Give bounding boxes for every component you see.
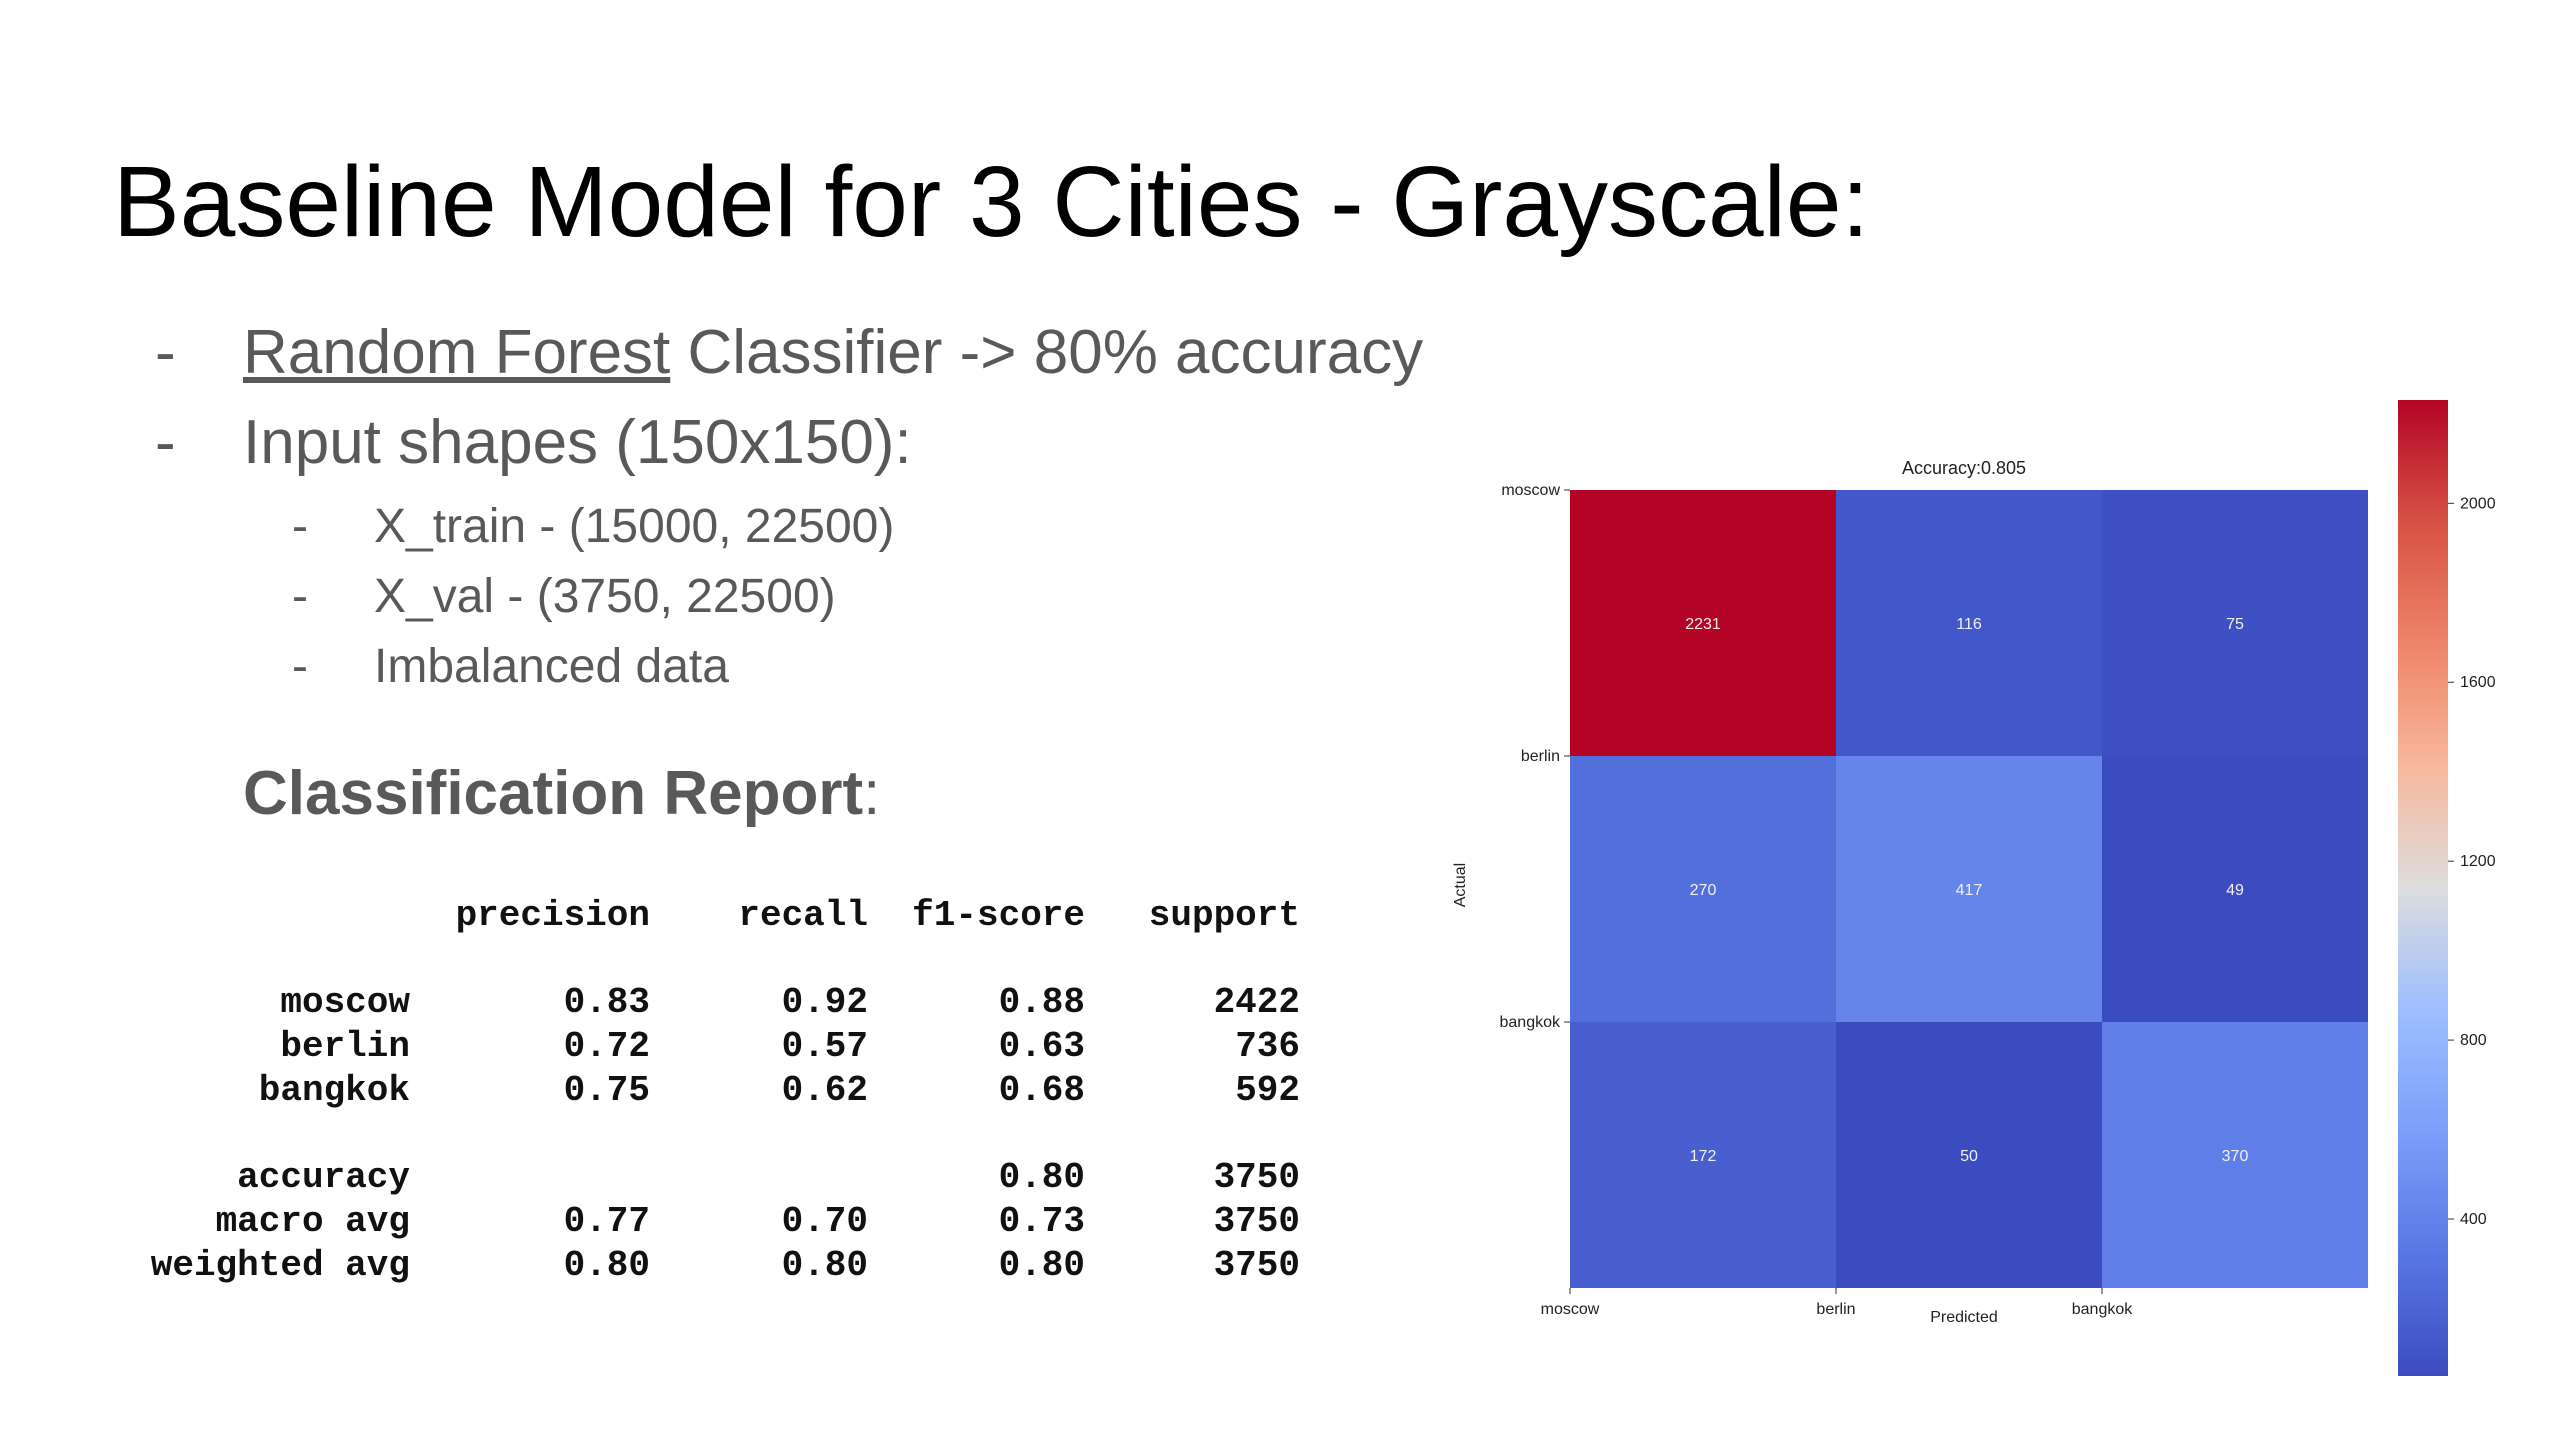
report-cell: 592 xyxy=(1235,1070,1300,1111)
heatmap-cell xyxy=(2102,490,2368,756)
heatmap-cell xyxy=(1570,756,1836,1022)
heatmap-cell xyxy=(1836,490,2102,756)
heatmap-cells: 2231 116 75 270 417 49 172 50 370 xyxy=(1570,490,2368,1288)
heatmap-cell-label: 50 xyxy=(1960,1148,1978,1165)
report-heading-colon: : xyxy=(863,759,881,828)
report-cell: 0.80 xyxy=(781,1245,868,1286)
report-row-label: accuracy xyxy=(237,1157,410,1198)
report-cell: 0.57 xyxy=(781,1026,868,1067)
bullet-text-rest: Classifier -> 80% accuracy xyxy=(670,318,1424,387)
report-header-f1-score: f1-score xyxy=(912,895,1085,936)
report-heading-text: Classification Report xyxy=(243,759,864,828)
y-tick-label: moscow xyxy=(1501,482,1560,499)
heatmap-cell-label: 417 xyxy=(1956,882,1983,899)
bullet-dash: - xyxy=(155,318,176,387)
report-cell: 0.63 xyxy=(998,1026,1085,1067)
report-cell: 0.80 xyxy=(998,1245,1085,1286)
y-tick-label: bangkok xyxy=(1500,1014,1561,1031)
heatmap-cell xyxy=(1836,1022,2102,1288)
bullet-dash: - xyxy=(292,640,308,693)
heatmap-xlabel: Predicted xyxy=(1930,1309,1998,1326)
report-cell: 0.62 xyxy=(781,1070,868,1111)
report-cell: 0.68 xyxy=(998,1070,1085,1111)
colorbar xyxy=(2398,400,2448,1376)
colorbar-tick-label: 2000 xyxy=(2460,495,2496,512)
report-header-support: support xyxy=(1148,895,1300,936)
report-cell: 0.72 xyxy=(563,1026,650,1067)
report-cell: 0.70 xyxy=(781,1201,868,1242)
heatmap-cell-label: 75 xyxy=(2226,616,2244,633)
heatmap-x-ticks: moscow berlin bangkok xyxy=(1541,1288,2133,1318)
heatmap-cell-label: 2231 xyxy=(1685,616,1721,633)
heatmap-cell xyxy=(1836,756,2102,1022)
heatmap-cell-label: 172 xyxy=(1690,1148,1717,1165)
colorbar-tick-label: 1200 xyxy=(2460,853,2496,870)
report-cell: 0.80 xyxy=(563,1245,650,1286)
random-forest-link[interactable]: Random Forest xyxy=(243,318,671,387)
report-cell: 0.75 xyxy=(563,1070,650,1111)
report-cell: 0.92 xyxy=(781,982,868,1023)
y-tick-label: berlin xyxy=(1521,748,1560,765)
sub-bullet-text: Imbalanced data xyxy=(374,640,729,693)
sub-bullet-text: X_val - (3750, 22500) xyxy=(374,570,836,623)
bullet-dash: - xyxy=(292,570,308,623)
bullet-text: Input shapes (150x150): xyxy=(243,408,912,477)
report-cell: 0.77 xyxy=(563,1201,650,1242)
colorbar-tick-label: 1600 xyxy=(2460,674,2496,691)
heatmap-cell-label: 370 xyxy=(2222,1148,2249,1165)
heatmap-y-ticks: moscow berlin bangkok xyxy=(1500,482,1570,1031)
x-tick-label: bangkok xyxy=(2072,1301,2133,1318)
report-cell: 0.83 xyxy=(563,982,650,1023)
heatmap-cell-label: 116 xyxy=(1956,616,1982,633)
report-cell: 3750 xyxy=(1213,1245,1300,1286)
report-cell: 3750 xyxy=(1213,1157,1300,1198)
heatmap-cell xyxy=(1570,490,1836,756)
report-header-recall: recall xyxy=(738,895,868,936)
colorbar-tick-label: 800 xyxy=(2460,1032,2487,1049)
heatmap-cell xyxy=(1570,1022,1836,1288)
bullet-dash: - xyxy=(292,500,308,553)
report-row-label: macro avg xyxy=(215,1201,410,1242)
report-cell: 736 xyxy=(1235,1026,1300,1067)
x-tick-label: berlin xyxy=(1816,1301,1855,1318)
report-cell: 3750 xyxy=(1213,1201,1300,1242)
bullet-text: Random Forest Classifier -> 80% accuracy xyxy=(243,322,1423,384)
colorbar-ticks: 400 800 1200 1600 2000 xyxy=(2448,495,2496,1228)
confusion-matrix-heatmap: Accuracy:0.805 2231 116 75 270 417 49 172 50 370… xyxy=(1452,400,2496,1376)
report-cell: 2422 xyxy=(1213,982,1300,1023)
report-row-label: weighted avg xyxy=(150,1245,410,1286)
colorbar-tick-label: 400 xyxy=(2460,1211,2487,1228)
heatmap-cell xyxy=(2102,1022,2368,1288)
report-cell: 0.80 xyxy=(998,1157,1085,1198)
report-cell: 0.88 xyxy=(998,982,1085,1023)
report-row-label: bangkok xyxy=(258,1070,410,1111)
report-heading: Classification Report: xyxy=(243,763,880,825)
x-tick-label: moscow xyxy=(1541,1301,1600,1318)
report-row-label: berlin xyxy=(280,1026,410,1067)
report-row-label: moscow xyxy=(280,982,410,1023)
bullet-dash: - xyxy=(155,408,176,477)
heatmap-cell-label: 270 xyxy=(1690,882,1717,899)
slide-title: Baseline Model for 3 Cities - Grayscale: xyxy=(113,146,1870,258)
heatmap-cell-label: 49 xyxy=(2226,882,2244,899)
sub-bullet-text: X_train - (15000, 22500) xyxy=(374,500,895,553)
report-cell: 0.73 xyxy=(998,1201,1085,1242)
heatmap-title: Accuracy:0.805 xyxy=(1902,458,2026,478)
heatmap-cell xyxy=(2102,756,2368,1022)
heatmap-ylabel: Actual xyxy=(1452,863,1469,907)
report-header-precision: precision xyxy=(455,895,650,936)
classification-report: precision recall f1-score support moscow… xyxy=(0,0,1300,1404)
